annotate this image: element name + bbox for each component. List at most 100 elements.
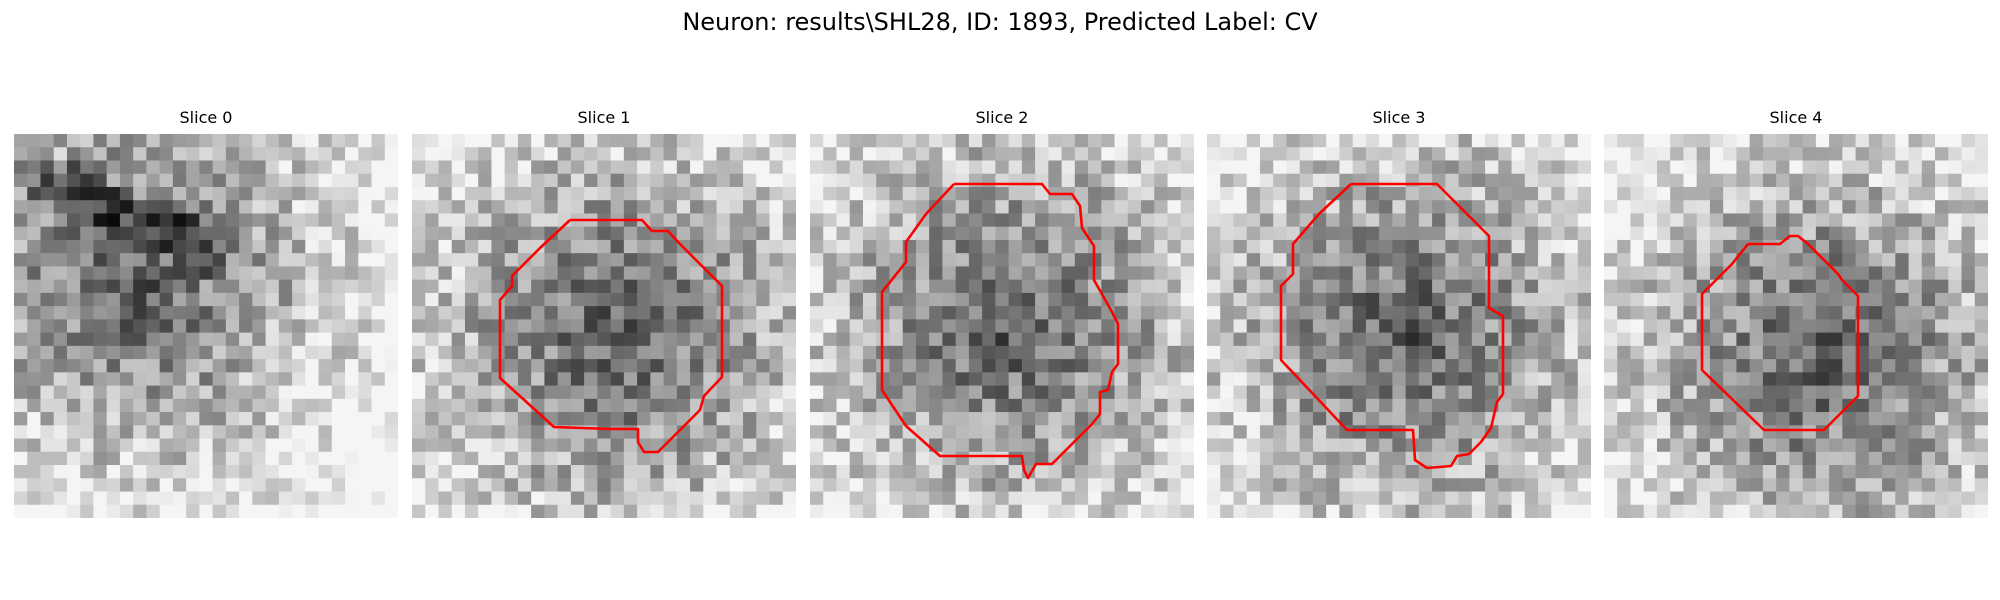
pixel-cell	[159, 451, 174, 466]
pixel-cell	[331, 438, 346, 453]
pixel-cell	[889, 213, 904, 228]
pixel-cell	[1524, 266, 1539, 281]
pixel-cell	[1485, 359, 1499, 373]
pixel-cell	[1405, 186, 1420, 201]
pixel-cell	[1643, 239, 1658, 254]
pixel-cell	[1948, 412, 1963, 426]
pixel-cell	[810, 478, 824, 493]
pixel-cell	[1709, 465, 1724, 479]
pixel-cell	[823, 279, 838, 294]
pixel-cell	[836, 200, 851, 215]
pixel-cell	[584, 134, 598, 148]
pixel-cell	[1418, 266, 1433, 281]
pixel-cell	[823, 292, 838, 307]
pixel-cell	[1008, 279, 1023, 294]
pixel-cell	[836, 398, 851, 413]
pixel-cell	[1392, 372, 1407, 387]
pixel-cell	[1207, 253, 1221, 268]
pixel-cell	[1696, 200, 1711, 215]
pixel-cell	[743, 147, 757, 162]
pixel-cell	[1101, 398, 1116, 413]
pixel-cell	[1802, 226, 1817, 241]
pixel-cell	[14, 345, 28, 360]
pixel-cell	[1921, 213, 1936, 228]
pixel-cell	[1868, 412, 1883, 426]
pixel-cell	[1921, 398, 1936, 413]
pixel-cell	[1365, 253, 1380, 268]
pixel-cell	[1352, 134, 1367, 148]
pixel-cell	[1352, 359, 1367, 373]
pixel-cell	[902, 173, 917, 188]
pixel-cell	[849, 491, 864, 506]
pixel-cell	[412, 478, 426, 493]
pixel-cell	[517, 359, 532, 373]
pixel-cell	[1524, 319, 1539, 334]
pixel-cell	[40, 491, 55, 506]
pixel-cell	[743, 226, 757, 241]
pixel-cell	[782, 253, 796, 268]
pixel-cell	[1286, 504, 1301, 518]
pixel-cell	[1948, 226, 1963, 241]
pixel-cell	[1736, 478, 1751, 493]
pixel-cell	[849, 372, 864, 387]
pixel-cell	[1021, 425, 1036, 440]
pixel-cell	[1656, 253, 1671, 268]
pixel-cell	[491, 359, 506, 373]
pixel-cell	[1815, 226, 1830, 241]
pixel-cell	[1207, 398, 1221, 413]
pixel-cell	[412, 226, 426, 241]
pixel-cell	[252, 226, 267, 241]
pixel-cell	[823, 451, 838, 466]
pixel-cell	[1683, 292, 1698, 307]
pixel-cell	[1101, 451, 1116, 466]
pixel-cell	[716, 465, 731, 479]
pixel-cell	[1762, 173, 1777, 188]
pixel-cell	[1908, 451, 1923, 466]
pixel-cell	[265, 385, 280, 400]
pixel-cell	[265, 465, 280, 479]
pixel-cell	[1723, 147, 1738, 162]
pixel-cell	[1524, 213, 1539, 228]
pixel-cell	[1961, 425, 1976, 440]
pixel-cell	[106, 372, 121, 387]
pixel-cell	[1564, 438, 1579, 453]
pixel-cell	[1762, 398, 1777, 413]
pixel-cell	[1551, 465, 1566, 479]
pixel-cell	[146, 266, 161, 281]
pixel-cell	[862, 504, 877, 518]
pixel-cell	[810, 186, 824, 201]
pixel-cell	[1061, 398, 1076, 413]
pixel-cell	[1908, 306, 1923, 320]
pixel-cell	[769, 465, 784, 479]
pixel-cell	[968, 412, 983, 426]
pixel-cell	[1035, 279, 1049, 294]
pixel-cell	[1392, 504, 1407, 518]
pixel-cell	[1776, 345, 1790, 360]
pixel-cell	[133, 491, 148, 506]
pixel-cell	[1392, 226, 1407, 241]
pixel-cell	[305, 134, 320, 148]
pixel-cell	[1815, 292, 1830, 307]
pixel-cell	[1035, 160, 1049, 175]
pixel-cell	[66, 253, 81, 268]
pixel-cell	[849, 266, 864, 281]
pixel-cell	[40, 465, 55, 479]
pixel-cell	[1882, 398, 1896, 413]
pixel-cell	[769, 306, 784, 320]
pixel-cell	[663, 412, 678, 426]
pixel-cell	[186, 372, 200, 387]
pixel-cell	[557, 451, 572, 466]
pixel-cell	[1233, 425, 1248, 440]
pixel-cell	[1736, 134, 1751, 148]
pixel-cell	[1101, 504, 1116, 518]
pixel-cell	[358, 359, 373, 373]
pixel-cell	[1829, 465, 1843, 479]
pixel-cell	[1365, 412, 1380, 426]
pixel-cell	[876, 134, 891, 148]
pixel-cell	[1736, 319, 1751, 334]
pixel-cell	[278, 319, 293, 334]
pixel-cell	[371, 186, 386, 201]
pixel-cell	[650, 292, 665, 307]
pixel-cell	[1061, 425, 1076, 440]
pixel-cell	[1273, 239, 1288, 254]
